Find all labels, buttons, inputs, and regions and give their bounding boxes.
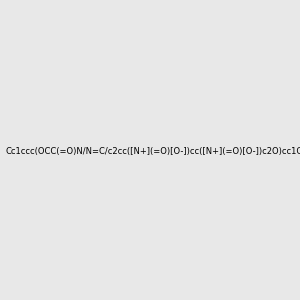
Text: Cc1ccc(OCC(=O)N/N=C/c2cc([N+](=O)[O-])cc([N+](=O)[O-])c2O)cc1C: Cc1ccc(OCC(=O)N/N=C/c2cc([N+](=O)[O-])cc…: [5, 147, 300, 156]
